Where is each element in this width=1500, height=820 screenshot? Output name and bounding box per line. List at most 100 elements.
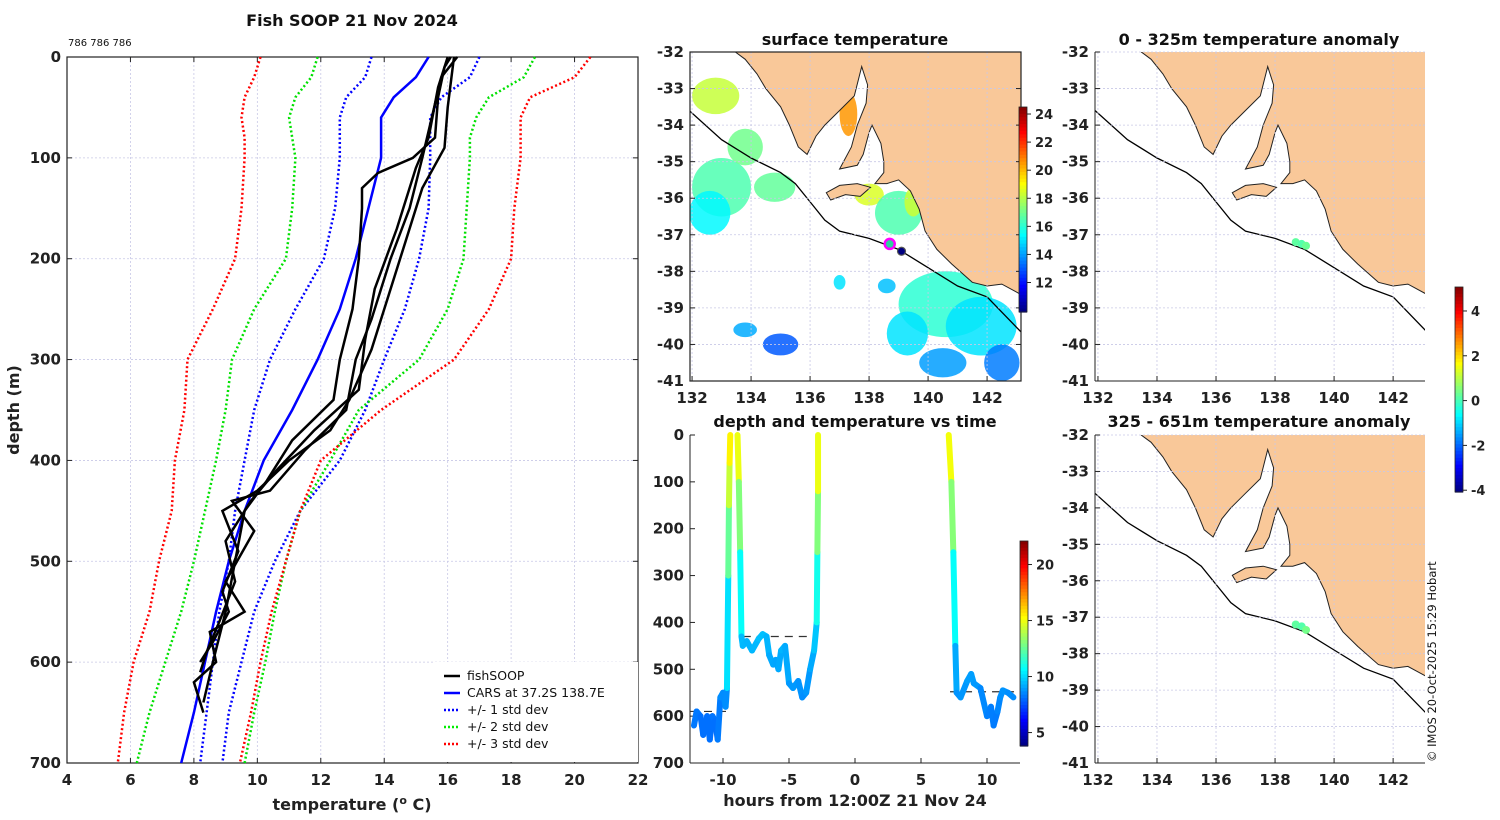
- colorbar-cell: [1019, 199, 1027, 204]
- colorbar-cell: [1019, 124, 1027, 129]
- fishsoop-profile-3: [199, 56, 456, 663]
- sst-patch: [690, 190, 731, 235]
- colorbar-cell: [1020, 629, 1028, 634]
- colorbar-cell: [1019, 236, 1027, 241]
- colorbar-cell: [1019, 216, 1027, 221]
- x-tick-label: 136: [1200, 771, 1231, 789]
- colorbar-cell: [1020, 681, 1028, 686]
- colorbar-cell: [1455, 464, 1463, 469]
- colorbar-cell: [1455, 341, 1463, 346]
- colorbar-cell: [1020, 561, 1028, 566]
- track-segment: [948, 478, 957, 556]
- colorbar-cell: [1020, 657, 1028, 662]
- y-tick-label: -39: [1062, 681, 1089, 699]
- colorbar-cell: [1455, 362, 1463, 367]
- colorbar-cell: [1455, 488, 1463, 493]
- x-tick-label: 142: [1377, 389, 1408, 407]
- colorbar-tick-label: 2: [1471, 350, 1480, 365]
- sst-patch: [727, 128, 763, 166]
- colorbar-cell: [1455, 474, 1463, 479]
- colorbar-cell: [1019, 305, 1027, 310]
- profile-xlabel: temperature (o C): [272, 794, 431, 814]
- colorbar-cell: [1455, 290, 1463, 295]
- colorbar-cell: [1455, 321, 1463, 326]
- sst-colorbar: 12 14 16 18 20 22 24: [1018, 106, 1053, 313]
- colorbar-cell: [1020, 619, 1028, 624]
- colorbar-frame: [1019, 540, 1029, 747]
- colorbar-cell: [1020, 718, 1028, 723]
- colorbar-frame: [1454, 286, 1464, 493]
- std-line--3-std: [238, 56, 592, 764]
- colorbar-cell: [1020, 667, 1028, 672]
- x-tick-label: 138: [1259, 771, 1290, 789]
- time-plot-xlabel: hours from 12:00Z 21 Nov 24: [723, 791, 986, 810]
- track-segment: [782, 642, 792, 687]
- track-segment: [714, 694, 724, 743]
- colorbar-cell: [1455, 406, 1463, 411]
- colorbar-cell: [1455, 399, 1463, 404]
- panel-4-axes: 132 134 136 138 140 142 -32 -33 -34 -35 -36 -37 -38 -…: [1062, 426, 1425, 789]
- colorbar-tick-label: 22: [1035, 136, 1053, 151]
- colorbar-cell: [1020, 728, 1028, 733]
- colorbar-cell: [1019, 161, 1027, 166]
- shelf-break-line: [1095, 492, 1425, 713]
- x-tick-label: 142: [971, 389, 1002, 407]
- colorbar-cell: [1455, 338, 1463, 343]
- colorbar-cell: [1020, 698, 1028, 703]
- copyright-label: © IMOS 20-Oct-2025 15:29 Hobart: [1425, 561, 1439, 762]
- colorbar-cell: [1020, 725, 1028, 730]
- std-line--1-std: [221, 56, 481, 764]
- colorbar-cell: [1455, 386, 1463, 391]
- shelf-break-line: [1095, 110, 1425, 331]
- cars-mean-line: [179, 56, 430, 764]
- colorbar-cell: [1455, 379, 1463, 384]
- colorbar-cell: [1020, 547, 1028, 552]
- colorbar-cell: [1020, 705, 1028, 710]
- colorbar-cell: [1455, 382, 1463, 387]
- land-australia: [734, 52, 1021, 296]
- colorbar-cell: [1020, 551, 1028, 556]
- colorbar-cell: [1020, 544, 1028, 549]
- colorbar-cell: [1019, 281, 1027, 286]
- colorbar-cell: [1455, 485, 1463, 490]
- sst-patch: [945, 296, 1017, 356]
- colorbar-cell: [1020, 711, 1028, 716]
- track-segment: [950, 549, 959, 649]
- colorbar-cell: [1455, 481, 1463, 486]
- colorbar-cell: [1019, 107, 1027, 112]
- x-tick-label: 16: [437, 771, 458, 789]
- colorbar-cell: [1019, 257, 1027, 262]
- colorbar-cell: [1019, 185, 1027, 190]
- colorbar-tick-label: 14: [1035, 248, 1053, 263]
- colorbar-cell: [1019, 223, 1027, 228]
- colorbar-cell: [1455, 454, 1463, 459]
- colorbar-cell: [1019, 134, 1027, 139]
- colorbar-cell: [1455, 358, 1463, 363]
- y-tick-label: 700: [30, 754, 61, 772]
- colorbar-cell: [1020, 564, 1028, 569]
- colorbar-cell: [1020, 636, 1028, 641]
- colorbar-cell: [1455, 444, 1463, 449]
- colorbar-cell: [1455, 389, 1463, 394]
- colorbar-cell: [1020, 599, 1028, 604]
- colorbar-tick-label: -4: [1471, 484, 1485, 499]
- colorbar-cell: [1019, 230, 1027, 235]
- vessel-location-marker: [896, 246, 907, 256]
- x-tick-label: 134: [1141, 771, 1172, 789]
- colorbar-cell: [1019, 291, 1027, 296]
- colorbar-cell: [1020, 626, 1028, 631]
- x-tick-label: 134: [735, 389, 766, 407]
- colorbar-cell: [1019, 113, 1027, 118]
- sst-patch: [984, 344, 1020, 381]
- x-tick-label: 142: [1377, 771, 1408, 789]
- x-tick-label: 12: [310, 771, 331, 789]
- track-segment: [813, 549, 821, 626]
- legend-label-std1: +/- 1 std dev: [467, 702, 549, 717]
- sst-patch: [833, 274, 846, 290]
- x-tick-label: -10: [709, 771, 736, 789]
- sst-patch: [762, 333, 799, 356]
- y-tick-label: -35: [1062, 153, 1089, 171]
- colorbar-cell: [1455, 396, 1463, 401]
- x-tick-label: 140: [1318, 389, 1349, 407]
- y-tick-label: -41: [1062, 754, 1089, 772]
